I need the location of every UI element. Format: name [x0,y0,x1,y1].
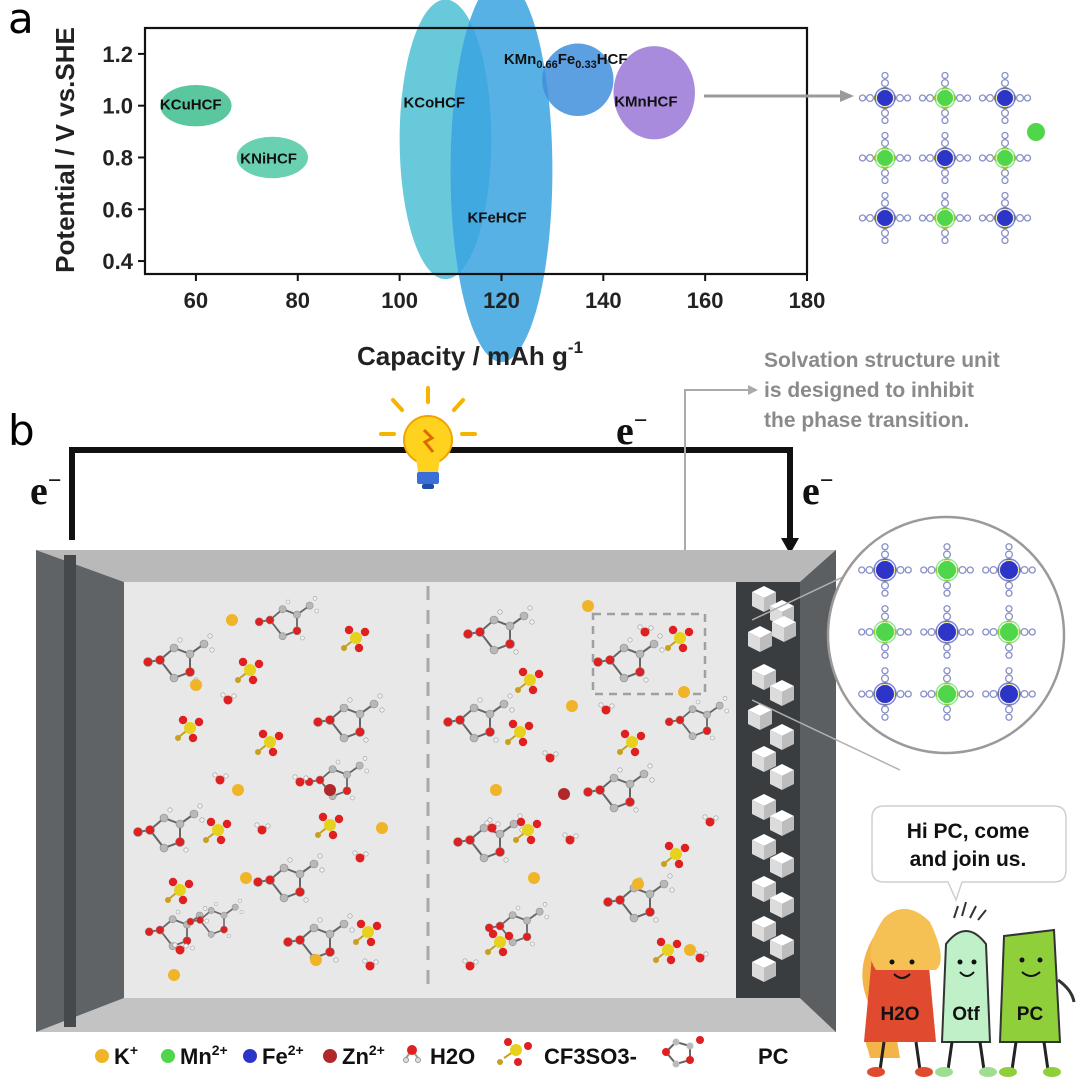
cell-top-face [36,550,836,582]
character-pc: PC [998,928,1076,1077]
legend-pc: PC [662,1036,789,1069]
y-tick-label: 1.0 [102,94,133,119]
point-knihcf [236,136,308,179]
zinc-anode [36,550,124,1032]
x-tick-label: 180 [789,288,826,313]
svg-text:Zn2+: Zn2+ [342,1042,385,1069]
kmnhcf-lattice-structure [858,71,1045,245]
electron-label-right: e− [802,468,833,513]
label-kcohcf: KCoHCF [403,94,465,111]
point-kmn0-66fe0-33hcf [542,43,614,117]
character-pc-label: PC [1017,1004,1044,1025]
legend: K+ Mn2+ Fe2+ Zn2+ H2O [95,1036,789,1069]
svg-text:H2O: H2O [430,1044,475,1069]
label-kmnhcf: KMnHCF [614,94,677,111]
speech-line-1: Hi PC, come [907,820,1030,843]
cathode-particles [748,586,796,982]
plot-frame [143,26,809,276]
x-tick-label: 60 [184,288,208,313]
point-kcuhcf [160,84,232,127]
x-tick-label: 80 [286,288,310,313]
annotation-pointer [684,389,748,610]
legend-k-ion: K+ [95,1042,138,1069]
electrolyte-molecules [133,596,730,981]
legend-cf3so3: CF3SO3- [497,1038,637,1069]
zoomed-lattice-structure [858,543,1036,721]
battery-cell [36,550,836,1032]
electron-label-top: e− [616,408,647,453]
character-otf: Otf [935,901,997,1077]
point-kfehcf [450,0,553,362]
character-h2o: H2O [862,908,941,1077]
panel-a: a KCuHCF KNiHCF KCoHCF KFeHCF KMn0.66Fe0.33H… [0,0,1080,371]
legend-mn-ion: Mn2+ [161,1042,228,1069]
y-axis-label: Potential / V vs.SHE [50,27,80,273]
label-kfehcf: KFeHCF [467,209,526,226]
svg-text:Mn2+: Mn2+ [180,1042,228,1069]
x-tick-label: 100 [381,288,418,313]
y-tick-label: 0.6 [102,197,133,222]
y-tick-label: 1.2 [102,42,133,67]
speech-line-2: and join us. [910,848,1027,871]
annotation-line-1: Solvation structure unit [764,349,1000,372]
y-tick-label: 0.4 [102,249,133,274]
label-knihcf: KNiHCF [240,150,297,167]
lattice-pointer-arrow [704,90,854,102]
speech-bubble: Hi PC, come and join us. [871,805,1067,903]
x-tick-label: 140 [585,288,622,313]
annotation-text: Solvation structure unit is designed to … [764,346,1064,436]
character-h2o-label: H2O [880,1004,919,1025]
capacity-potential-chart: KCuHCF KNiHCF KCoHCF KFeHCF KMn0.66Fe0.33HCF… [50,0,826,371]
label-kmn0-66fe0-33hcf: KMn0.66Fe0.33HCF [504,51,628,71]
panel-b: b Solvation structure unit is designed t… [0,349,1080,1088]
annotation-line-3: the phase transition. [764,409,970,432]
cell-bottom-face [36,998,836,1032]
electron-arrowhead [781,538,799,554]
battery-cell-diagram: e− e− e− Hi PC, come and join u [30,385,1076,1077]
label-kcuhcf: KCuHCF [160,97,222,114]
x-axis-label: Capacity / mAh g-1 [357,338,583,371]
svg-text:CF3SO3-: CF3SO3- [544,1044,637,1069]
panel-b-label: b [8,406,35,455]
panel-a-label: a [8,0,34,43]
character-otf-label: Otf [952,1004,980,1025]
x-tick-label: 160 [687,288,724,313]
y-tick-label: 0.8 [102,145,133,170]
x-tick-label: 120 [483,288,520,313]
electrolyte-region [124,582,736,998]
solvation-unit-highlight [591,612,707,696]
svg-text:Fe2+: Fe2+ [262,1042,304,1069]
annotation-line-2: is designed to inhibit [764,379,974,402]
legend-h2o: H2O [403,1044,475,1069]
legend-fe-ion: Fe2+ [243,1042,304,1069]
electron-label-left: e− [30,468,61,513]
light-bulb-icon [379,386,477,489]
point-kmnhcf [613,46,695,140]
legend-zn-ion: Zn2+ [323,1042,385,1069]
svg-text:PC: PC [758,1044,789,1069]
svg-text:K+: K+ [114,1042,138,1069]
